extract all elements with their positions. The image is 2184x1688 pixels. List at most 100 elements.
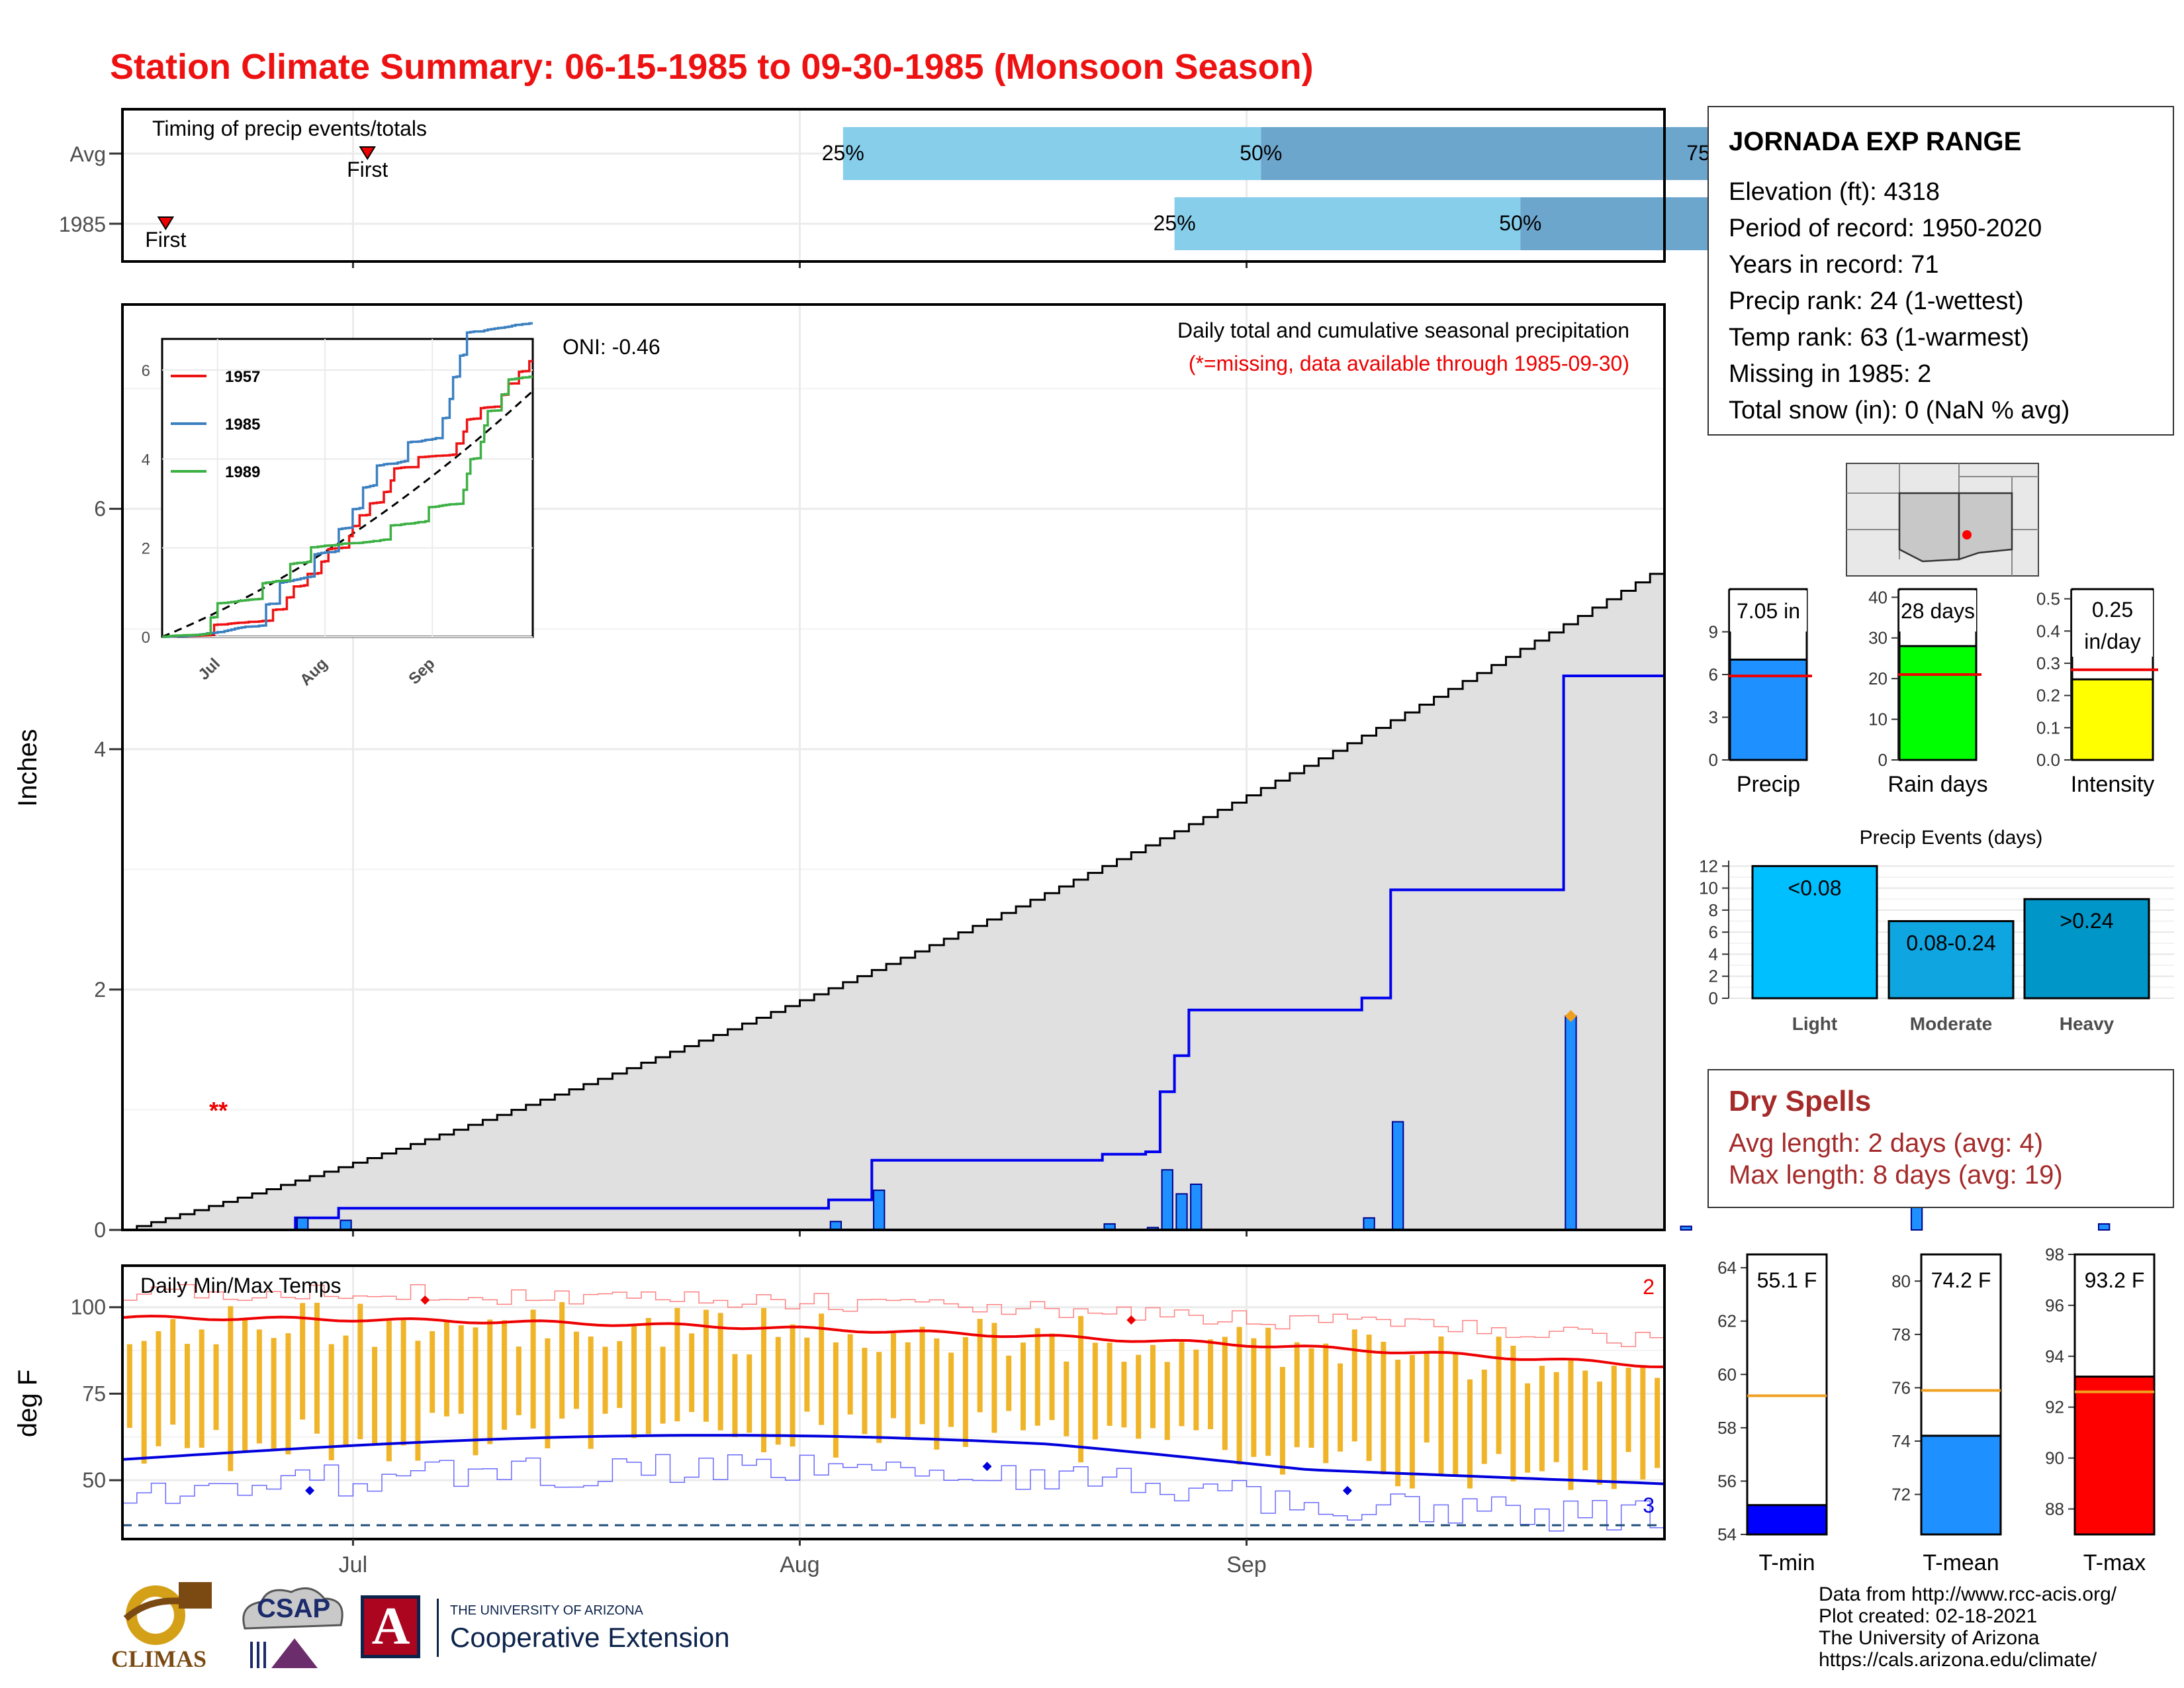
timing-row-label: Avg [69, 142, 106, 166]
temp-daily-bar [588, 1336, 594, 1449]
summary-value-label: 0.25 [2092, 598, 2133, 622]
temp-daily-bar [1150, 1344, 1156, 1429]
events-bar-label: Light [1792, 1013, 1837, 1034]
timing-bar-high [1261, 127, 1708, 180]
temp-daily-bar [1078, 1316, 1084, 1463]
tsum-bar-frame [1920, 1253, 2002, 1536]
dry-spells-avg: Avg length: 2 days (avg: 4) [1729, 1129, 2044, 1158]
precip-daily-bar [1391, 1121, 1404, 1231]
temp-daily-bar [487, 1319, 493, 1444]
temp-daily-bar [314, 1303, 320, 1434]
temp-panel-border [121, 1264, 1666, 1540]
climas-logo: CLIMAS [106, 1579, 222, 1678]
timing-bar-low [1174, 197, 1521, 250]
temp-daily-bar [1193, 1349, 1199, 1430]
tsum-bar-fill [1746, 1504, 1828, 1536]
precip-y-tick-label: 0 [94, 1218, 106, 1242]
temp-count-max: 2 [1643, 1275, 1655, 1299]
tsum-y-tick-label: 62 [1717, 1311, 1737, 1331]
precip-daily-bar [1565, 1015, 1577, 1231]
temp-daily-bar [1092, 1342, 1098, 1440]
month-x-tick-label: Sep [1226, 1552, 1267, 1577]
temp-daily-bar [862, 1348, 868, 1434]
temp-daily-bar [775, 1336, 781, 1445]
temp-daily-bar [300, 1303, 306, 1420]
station-temp-rank: Temp rank: 63 (1-warmest) [1729, 324, 2030, 352]
summary-y-tick-label: 30 [1868, 628, 1888, 648]
temp-daily-bar [819, 1313, 825, 1425]
temp-daily-bar [761, 1308, 767, 1452]
temp-daily-bar [256, 1329, 262, 1444]
temp-panel-label: Daily Min/Max Temps [140, 1274, 341, 1297]
temp-daily-bar [1034, 1328, 1040, 1426]
tsum-y-tick-label: 80 [1891, 1271, 1911, 1291]
temp-daily-bar [228, 1306, 234, 1472]
temp-daily-bar [1568, 1360, 1574, 1490]
summary-y-tick-label: 0.1 [2036, 718, 2060, 737]
temp-daily-bar [1049, 1333, 1055, 1421]
temp-daily-bar [962, 1336, 968, 1447]
credit-line: https://cals.arizona.edu/climate/ [1819, 1649, 2097, 1671]
temp-daily-bar [833, 1342, 839, 1458]
temp-record-max-marker [1126, 1315, 1136, 1325]
summary-y-tick-label: 0 [1709, 750, 1718, 770]
temp-daily-bar [156, 1331, 161, 1446]
temp-daily-bar [1006, 1355, 1012, 1411]
temp-daily-bar [703, 1309, 709, 1422]
summary-bar-label: Rain days [1888, 772, 1987, 797]
events-bar-label: Moderate [1910, 1013, 1992, 1034]
inset-series-line [162, 359, 533, 638]
temp-daily-bar [1164, 1362, 1170, 1440]
timing-p25-label: 25% [1154, 211, 1196, 235]
temp-daily-bar [1279, 1366, 1285, 1475]
temp-daily-bar [458, 1325, 464, 1414]
tsum-y-tick-label: 98 [2045, 1244, 2064, 1264]
temp-daily-bar [934, 1338, 940, 1450]
temp-daily-bar [1453, 1353, 1459, 1475]
precip-daily-bar [873, 1190, 886, 1231]
temp-daily-bar [1539, 1366, 1545, 1472]
inset-series-line [162, 322, 533, 638]
temp-daily-bar [617, 1340, 623, 1408]
precip-y-tick-label: 4 [94, 737, 106, 761]
events-y-tick-label: 2 [1709, 966, 1718, 986]
temp-daily-bar [328, 1344, 334, 1460]
ua-top-text: THE UNIVERSITY OF ARIZONA [450, 1603, 643, 1618]
temp-daily-bar [415, 1340, 421, 1461]
events-y-tick-label: 6 [1709, 922, 1718, 942]
timing-p50-label: 50% [1499, 211, 1541, 235]
temp-daily-bar [386, 1321, 392, 1462]
temp-daily-bar [1625, 1368, 1631, 1452]
tsum-value-label: 93.2 F [2085, 1268, 2145, 1292]
temp-y-axis-label: deg F [13, 1370, 42, 1437]
temp-daily-bar [1553, 1372, 1559, 1462]
precip-y-tick-label: 2 [94, 978, 106, 1002]
station-location-dot [1962, 530, 1972, 539]
temp-daily-bar [213, 1344, 219, 1430]
temp-daily-bar [357, 1303, 363, 1440]
tsum-bar-fill [2073, 1376, 2156, 1536]
inset-y-tick-label: 4 [142, 451, 150, 469]
station-name: JORNADA EXP RANGE [1729, 127, 2022, 156]
tsum-bar-label: T-mean [1923, 1550, 1999, 1575]
temp-daily-bar [285, 1333, 291, 1455]
temp-daily-bar [891, 1333, 896, 1419]
inset-legend-label: 1989 [225, 463, 260, 481]
temp-daily-bar [545, 1338, 551, 1448]
temp-daily-bar [1222, 1336, 1228, 1450]
temp-daily-bar [977, 1319, 983, 1413]
temp-daily-bar [1136, 1354, 1142, 1439]
events-bar [1888, 920, 2015, 1000]
summary-value-bg [1899, 590, 1976, 632]
inset-y-tick-label: 2 [142, 540, 150, 558]
events-bar [2023, 898, 2150, 1000]
temp-daily-bar [1424, 1354, 1430, 1443]
temp-record-min-marker [982, 1462, 992, 1472]
summary-bar-label: Precip [1737, 772, 1800, 797]
events-y-tick-label: 12 [1699, 856, 1718, 876]
temp-daily-bar [1020, 1342, 1026, 1430]
precip-subtitle: Daily total and cumulative seasonal prec… [1177, 318, 1629, 342]
temp-daily-bar [717, 1313, 723, 1430]
station-precip-rank: Precip rank: 24 (1-wettest) [1729, 287, 2024, 315]
inset-avg-line [161, 390, 534, 638]
